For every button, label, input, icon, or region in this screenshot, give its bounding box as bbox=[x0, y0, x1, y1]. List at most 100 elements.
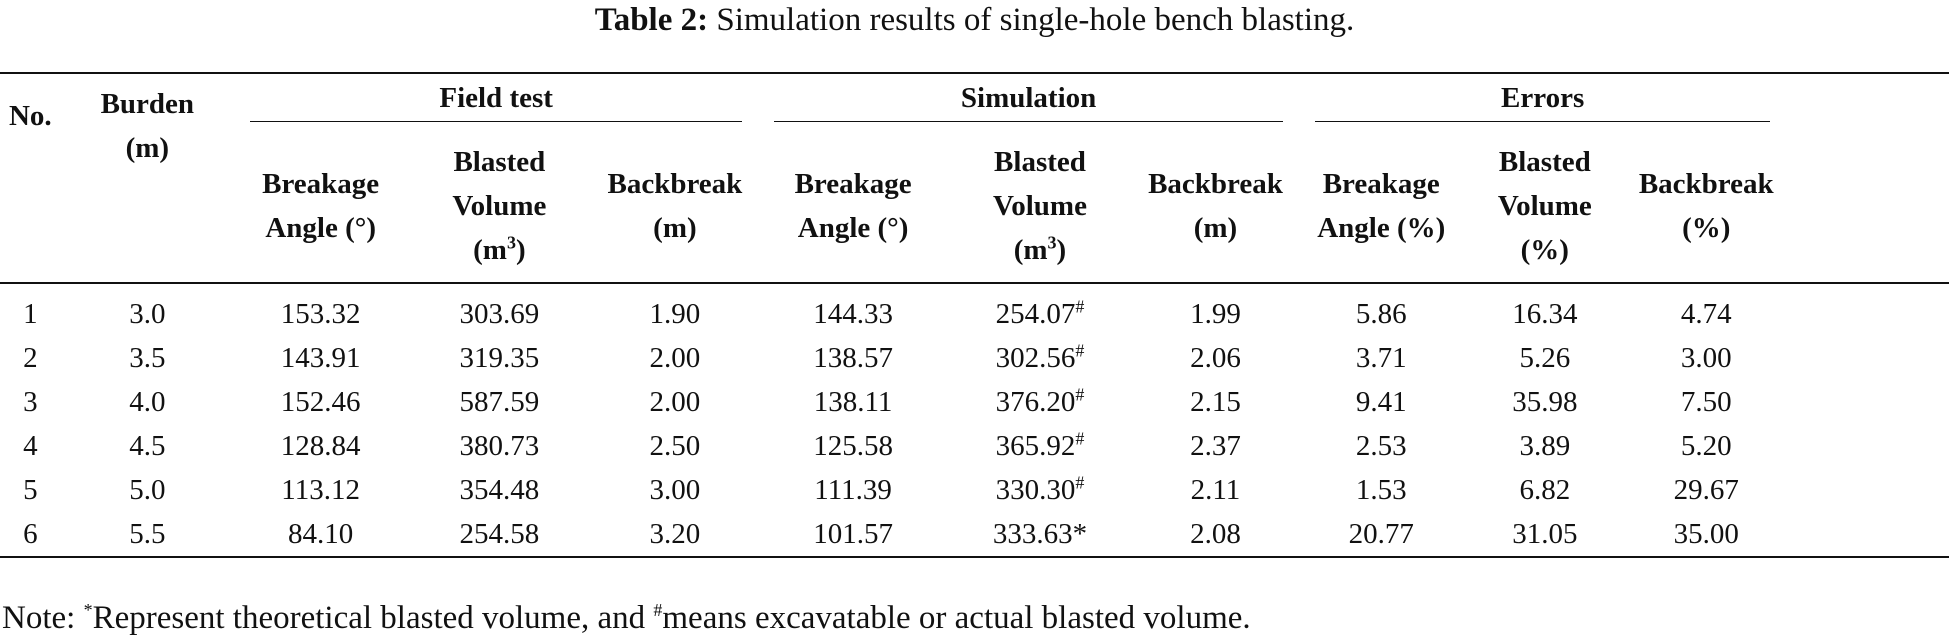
header-ft-angle: Breakage Angle (°) bbox=[262, 168, 380, 244]
cell-sim-volume: 333.63* bbox=[992, 518, 1088, 550]
results-table: No. Burden (m) Field test Simulation Err… bbox=[0, 72, 1949, 558]
note-star-mark: * bbox=[83, 600, 93, 620]
cell-sim-angle: 138.11 bbox=[813, 386, 893, 418]
header-sim-backbreak: Backbreak (m) bbox=[1148, 168, 1283, 244]
header-burden-line2: (m) bbox=[125, 132, 170, 164]
cell-err-angle: 5.86 bbox=[1355, 298, 1407, 330]
cell-sim-angle: 101.57 bbox=[813, 518, 893, 550]
cell-err-volume: 16.34 bbox=[1512, 298, 1578, 330]
header-sub-row: Breakage Angle (°) Blasted Volume (m3) Back… bbox=[0, 130, 1949, 283]
table-row: 4 4.5 128.84 380.73 2.50 125.58 365.92# … bbox=[0, 424, 1949, 468]
caption-label: Table 2: bbox=[594, 2, 709, 38]
cell-sim-angle: 138.57 bbox=[813, 342, 893, 374]
cell-sim-backbreak: 2.08 bbox=[1190, 518, 1241, 550]
table-row: 5 5.0 113.12 354.48 3.00 111.39 330.30# … bbox=[0, 468, 1949, 512]
cell-ft-backbreak: 1.90 bbox=[649, 298, 701, 330]
volume-unit: (m3) bbox=[473, 232, 526, 266]
cell-err-backbreak: 5.20 bbox=[1680, 430, 1732, 462]
cell-err-backbreak: 3.00 bbox=[1680, 342, 1732, 374]
cell-burden: 3.5 bbox=[129, 342, 166, 374]
cell-sim-volume: 302.56# bbox=[995, 340, 1085, 374]
cell-sim-volume: 330.30# bbox=[995, 472, 1085, 506]
cell-sim-backbreak: 2.37 bbox=[1190, 430, 1241, 462]
cell-ft-volume: 354.48 bbox=[459, 474, 540, 506]
table-note: Note: *Represent theoretical blasted vol… bbox=[2, 598, 1251, 638]
cell-err-angle: 20.77 bbox=[1348, 518, 1414, 550]
cell-err-backbreak: 7.50 bbox=[1680, 386, 1732, 418]
cell-burden: 5.5 bbox=[129, 518, 166, 550]
cell-err-backbreak: 35.00 bbox=[1673, 518, 1739, 550]
cell-ft-angle: 113.12 bbox=[281, 474, 360, 506]
cell-err-backbreak: 29.67 bbox=[1673, 474, 1739, 506]
header-burden: Burden (m) bbox=[60, 73, 234, 284]
cell-burden: 5.0 bbox=[129, 474, 166, 506]
cell-ft-backbreak: 3.00 bbox=[649, 474, 701, 506]
cell-err-volume: 3.89 bbox=[1519, 430, 1571, 462]
header-group-simulation: Simulation bbox=[758, 73, 1299, 130]
cell-err-volume: 6.82 bbox=[1519, 474, 1571, 506]
cell-sim-backbreak: 1.99 bbox=[1190, 298, 1241, 330]
cell-no: 3 bbox=[23, 386, 38, 418]
cell-ft-angle: 143.91 bbox=[280, 342, 361, 374]
cell-ft-volume: 587.59 bbox=[459, 386, 540, 418]
cell-no: 2 bbox=[23, 342, 38, 374]
note-hash-mark: # bbox=[653, 600, 663, 620]
header-err-angle: Breakage Angle (%) bbox=[1317, 168, 1446, 244]
cell-sim-angle: 111.39 bbox=[814, 474, 892, 506]
table-caption: Table 2: Simulation results of single-ho… bbox=[0, 0, 1949, 40]
note-text-2: means excavatable or actual blasted volu… bbox=[662, 600, 1251, 636]
cell-err-angle: 1.53 bbox=[1355, 474, 1407, 506]
table-row: 6 5.5 84.10 254.58 3.20 101.57 333.63* 2… bbox=[0, 512, 1949, 557]
table-row: 1 3.0 153.32 303.69 1.90 144.33 254.07# … bbox=[0, 283, 1949, 336]
cell-err-volume: 35.98 bbox=[1512, 386, 1578, 418]
header-ft-backbreak: Backbreak (m) bbox=[607, 168, 743, 244]
cell-no: 6 bbox=[23, 518, 38, 550]
cell-sim-backbreak: 2.06 bbox=[1190, 342, 1241, 374]
header-err-backbreak: Backbreak (%) bbox=[1638, 168, 1774, 244]
header-ft-volume: Blasted Volume (m3) bbox=[407, 130, 591, 283]
header-sim-angle: Breakage Angle (°) bbox=[794, 168, 912, 244]
cell-sim-volume: 376.20# bbox=[995, 384, 1085, 418]
header-group-field-test: Field test bbox=[234, 73, 758, 130]
group-label: Field test bbox=[249, 82, 743, 122]
cell-ft-volume: 380.73 bbox=[459, 430, 540, 462]
cell-sim-backbreak: 2.11 bbox=[1190, 474, 1241, 506]
cell-ft-backbreak: 3.20 bbox=[649, 518, 701, 550]
cell-no: 4 bbox=[23, 430, 38, 462]
table-row: 3 4.0 152.46 587.59 2.00 138.11 376.20# … bbox=[0, 380, 1949, 424]
table-row: 2 3.5 143.91 319.35 2.00 138.57 302.56# … bbox=[0, 336, 1949, 380]
cell-err-angle: 2.53 bbox=[1355, 430, 1407, 462]
header-group-row: No. Burden (m) Field test Simulation Err… bbox=[0, 73, 1949, 284]
cell-ft-backbreak: 2.00 bbox=[649, 342, 701, 374]
cell-err-angle: 3.71 bbox=[1355, 342, 1407, 374]
header-no: No. bbox=[0, 73, 61, 284]
volume-unit: (m3) bbox=[1013, 232, 1067, 266]
cell-ft-angle: 152.46 bbox=[280, 386, 361, 418]
note-text-1: Represent theoretical blasted volume, an… bbox=[92, 600, 654, 636]
header-group-errors: Errors bbox=[1299, 73, 1787, 130]
group-label: Errors bbox=[1314, 82, 1771, 122]
cell-ft-backbreak: 2.50 bbox=[649, 430, 701, 462]
group-label: Simulation bbox=[774, 82, 1283, 122]
header-burden-line1: Burden bbox=[100, 88, 195, 120]
cell-ft-volume: 254.58 bbox=[459, 518, 540, 550]
caption-text: Simulation results of single-hole bench … bbox=[716, 2, 1355, 38]
cell-sim-angle: 125.58 bbox=[813, 430, 893, 462]
header-err-volume: Blasted Volume (%) bbox=[1497, 146, 1592, 266]
cell-err-backbreak: 4.74 bbox=[1680, 298, 1732, 330]
table-body: 1 3.0 153.32 303.69 1.90 144.33 254.07# … bbox=[0, 283, 1949, 557]
cell-err-volume: 31.05 bbox=[1512, 518, 1578, 550]
note-prefix: Note: bbox=[2, 600, 84, 636]
cell-ft-angle: 84.10 bbox=[288, 518, 354, 550]
cell-ft-backbreak: 2.00 bbox=[649, 386, 701, 418]
cell-sim-volume: 365.92# bbox=[995, 428, 1085, 462]
cell-burden: 3.0 bbox=[129, 298, 166, 330]
cell-sim-backbreak: 2.15 bbox=[1190, 386, 1241, 418]
cell-no: 5 bbox=[23, 474, 38, 506]
cell-ft-volume: 319.35 bbox=[459, 342, 540, 374]
header-sim-volume: Blasted Volume (m3) bbox=[948, 130, 1132, 283]
cell-err-angle: 9.41 bbox=[1355, 386, 1407, 418]
cell-ft-volume: 303.69 bbox=[459, 298, 540, 330]
cell-ft-angle: 153.32 bbox=[280, 298, 361, 330]
